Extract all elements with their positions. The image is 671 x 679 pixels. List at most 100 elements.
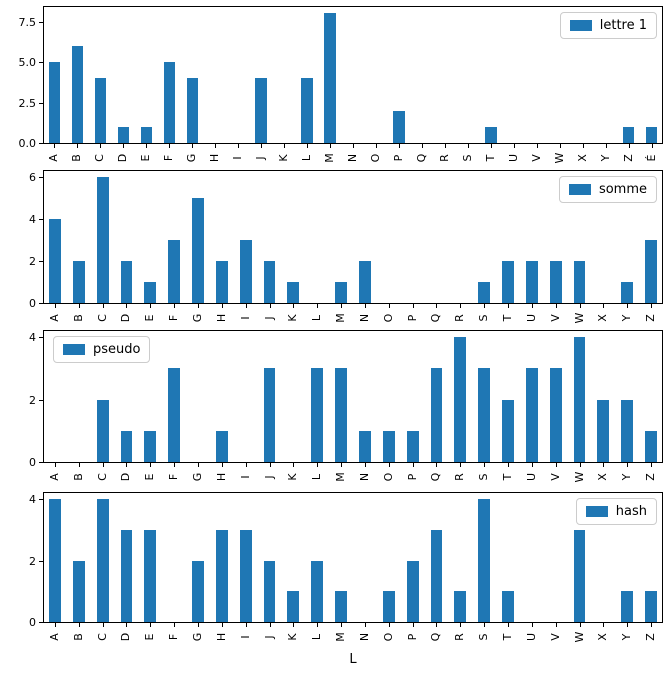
x-tick-mark	[460, 463, 462, 467]
bar-C	[96, 499, 109, 622]
x-tick-label: Q	[429, 472, 443, 482]
x-tick-mark	[651, 304, 653, 308]
legend-swatch-icon	[569, 20, 592, 31]
y-tick-mark	[39, 143, 43, 144]
x-tick-label: É	[644, 154, 658, 162]
x-tick-mark	[221, 623, 223, 627]
x-tick-mark	[198, 623, 199, 627]
bar-V	[549, 368, 562, 462]
x-tick-label: O	[381, 472, 395, 482]
bar-T	[485, 126, 497, 143]
x-tick-mark	[421, 144, 423, 148]
x-tick-label: C	[95, 314, 109, 322]
x-tick-label: N	[357, 472, 371, 482]
x-tick-mark	[388, 463, 390, 467]
x-tick-label: I	[238, 635, 252, 639]
x-tick-label: I	[238, 475, 252, 479]
bar-O	[382, 430, 395, 462]
x-tick-label: O	[381, 632, 395, 642]
bar-J	[263, 261, 276, 303]
x-tick-mark	[238, 144, 240, 148]
x-tick-label: F	[162, 154, 176, 162]
bar-A	[48, 219, 61, 303]
bar-N	[358, 261, 371, 303]
x-tick-mark	[412, 304, 414, 308]
x-tick-mark	[513, 144, 515, 148]
bar-F	[168, 368, 181, 462]
legend-swatch-icon	[568, 184, 591, 195]
y-tick-mark	[39, 622, 43, 623]
subplot-lettre1: lettre 1 A B C D E F G H I J K L M N O P Q R S T U V W X Y Z É 0.0 2…	[0, 6, 671, 172]
x-tick-label: D	[119, 632, 133, 642]
x-tick-mark	[293, 463, 295, 467]
x-tick-label: X	[596, 633, 610, 641]
bar-S	[478, 499, 491, 622]
y-tick-label: 2	[29, 554, 36, 568]
y-tick-mark	[39, 462, 43, 463]
legend-swatch-icon	[63, 344, 85, 355]
x-tick-label: R	[453, 473, 467, 481]
x-tick-mark	[284, 144, 286, 148]
y-tick-label: 6	[29, 171, 36, 185]
bar-B	[72, 560, 85, 622]
bar-T	[502, 261, 514, 303]
bar-Y	[621, 282, 634, 303]
x-tick-mark	[627, 623, 629, 627]
x-tick-label: D	[116, 153, 130, 163]
y-tick-mark	[39, 219, 43, 221]
x-tick-label: O	[381, 313, 395, 323]
x-tick-mark	[293, 623, 295, 627]
bar-T	[502, 399, 514, 462]
x-tick-mark	[77, 144, 79, 148]
x-tick-label: U	[524, 472, 538, 482]
x-tick-label: C	[95, 473, 109, 481]
x-tick-mark	[555, 623, 557, 627]
x-tick-mark	[307, 144, 309, 148]
x-tick-label: Z	[621, 154, 635, 162]
x-tick-mark	[436, 304, 438, 308]
y-tick-mark	[39, 499, 43, 501]
x-tick-label: B	[71, 633, 85, 641]
x-tick-label: F	[167, 633, 181, 641]
x-tick-mark	[221, 304, 223, 308]
x-tick-label: H	[214, 313, 228, 323]
bar-F	[163, 62, 176, 143]
x-tick-label: C	[93, 154, 107, 162]
bar-O	[382, 591, 395, 622]
x-tick-mark	[341, 304, 343, 308]
x-tick-mark	[54, 144, 56, 148]
x-tick-mark	[126, 463, 128, 467]
x-tick-mark	[508, 463, 509, 467]
x-tick-label: L	[310, 314, 324, 322]
x-tick-mark	[78, 463, 80, 467]
x-tick-mark	[317, 623, 319, 627]
y-tick-label: 0.0	[18, 137, 37, 150]
x-tick-mark	[460, 304, 462, 308]
x-tick-label: M	[323, 153, 337, 163]
x-tick-mark	[388, 623, 390, 627]
y-tick-label: 7.5	[18, 15, 37, 29]
x-tick-mark	[582, 144, 584, 148]
x-tick-label: E	[139, 154, 153, 162]
x-tick-mark	[150, 304, 152, 308]
x-tick-label: P	[405, 473, 419, 481]
bar-J	[255, 78, 267, 143]
y-tick-mark	[39, 177, 43, 179]
x-tick-mark	[330, 144, 332, 148]
x-tick-label: K	[286, 473, 300, 481]
bar-Z	[645, 240, 658, 303]
x-tick-label: W	[572, 631, 586, 643]
x-tick-mark	[102, 623, 104, 627]
x-tick-label: K	[286, 633, 300, 641]
x-tick-label: J	[262, 635, 276, 639]
bar-T	[502, 591, 514, 622]
bars-somme	[44, 171, 662, 303]
x-tick-mark	[364, 623, 366, 627]
x-tick-label: N	[357, 313, 371, 323]
legend-swatch-icon	[585, 506, 608, 517]
bar-F	[168, 240, 181, 303]
x-tick-mark	[245, 304, 247, 308]
bar-G	[186, 78, 198, 143]
x-tick-mark	[531, 623, 533, 627]
x-tick-mark	[78, 304, 80, 308]
